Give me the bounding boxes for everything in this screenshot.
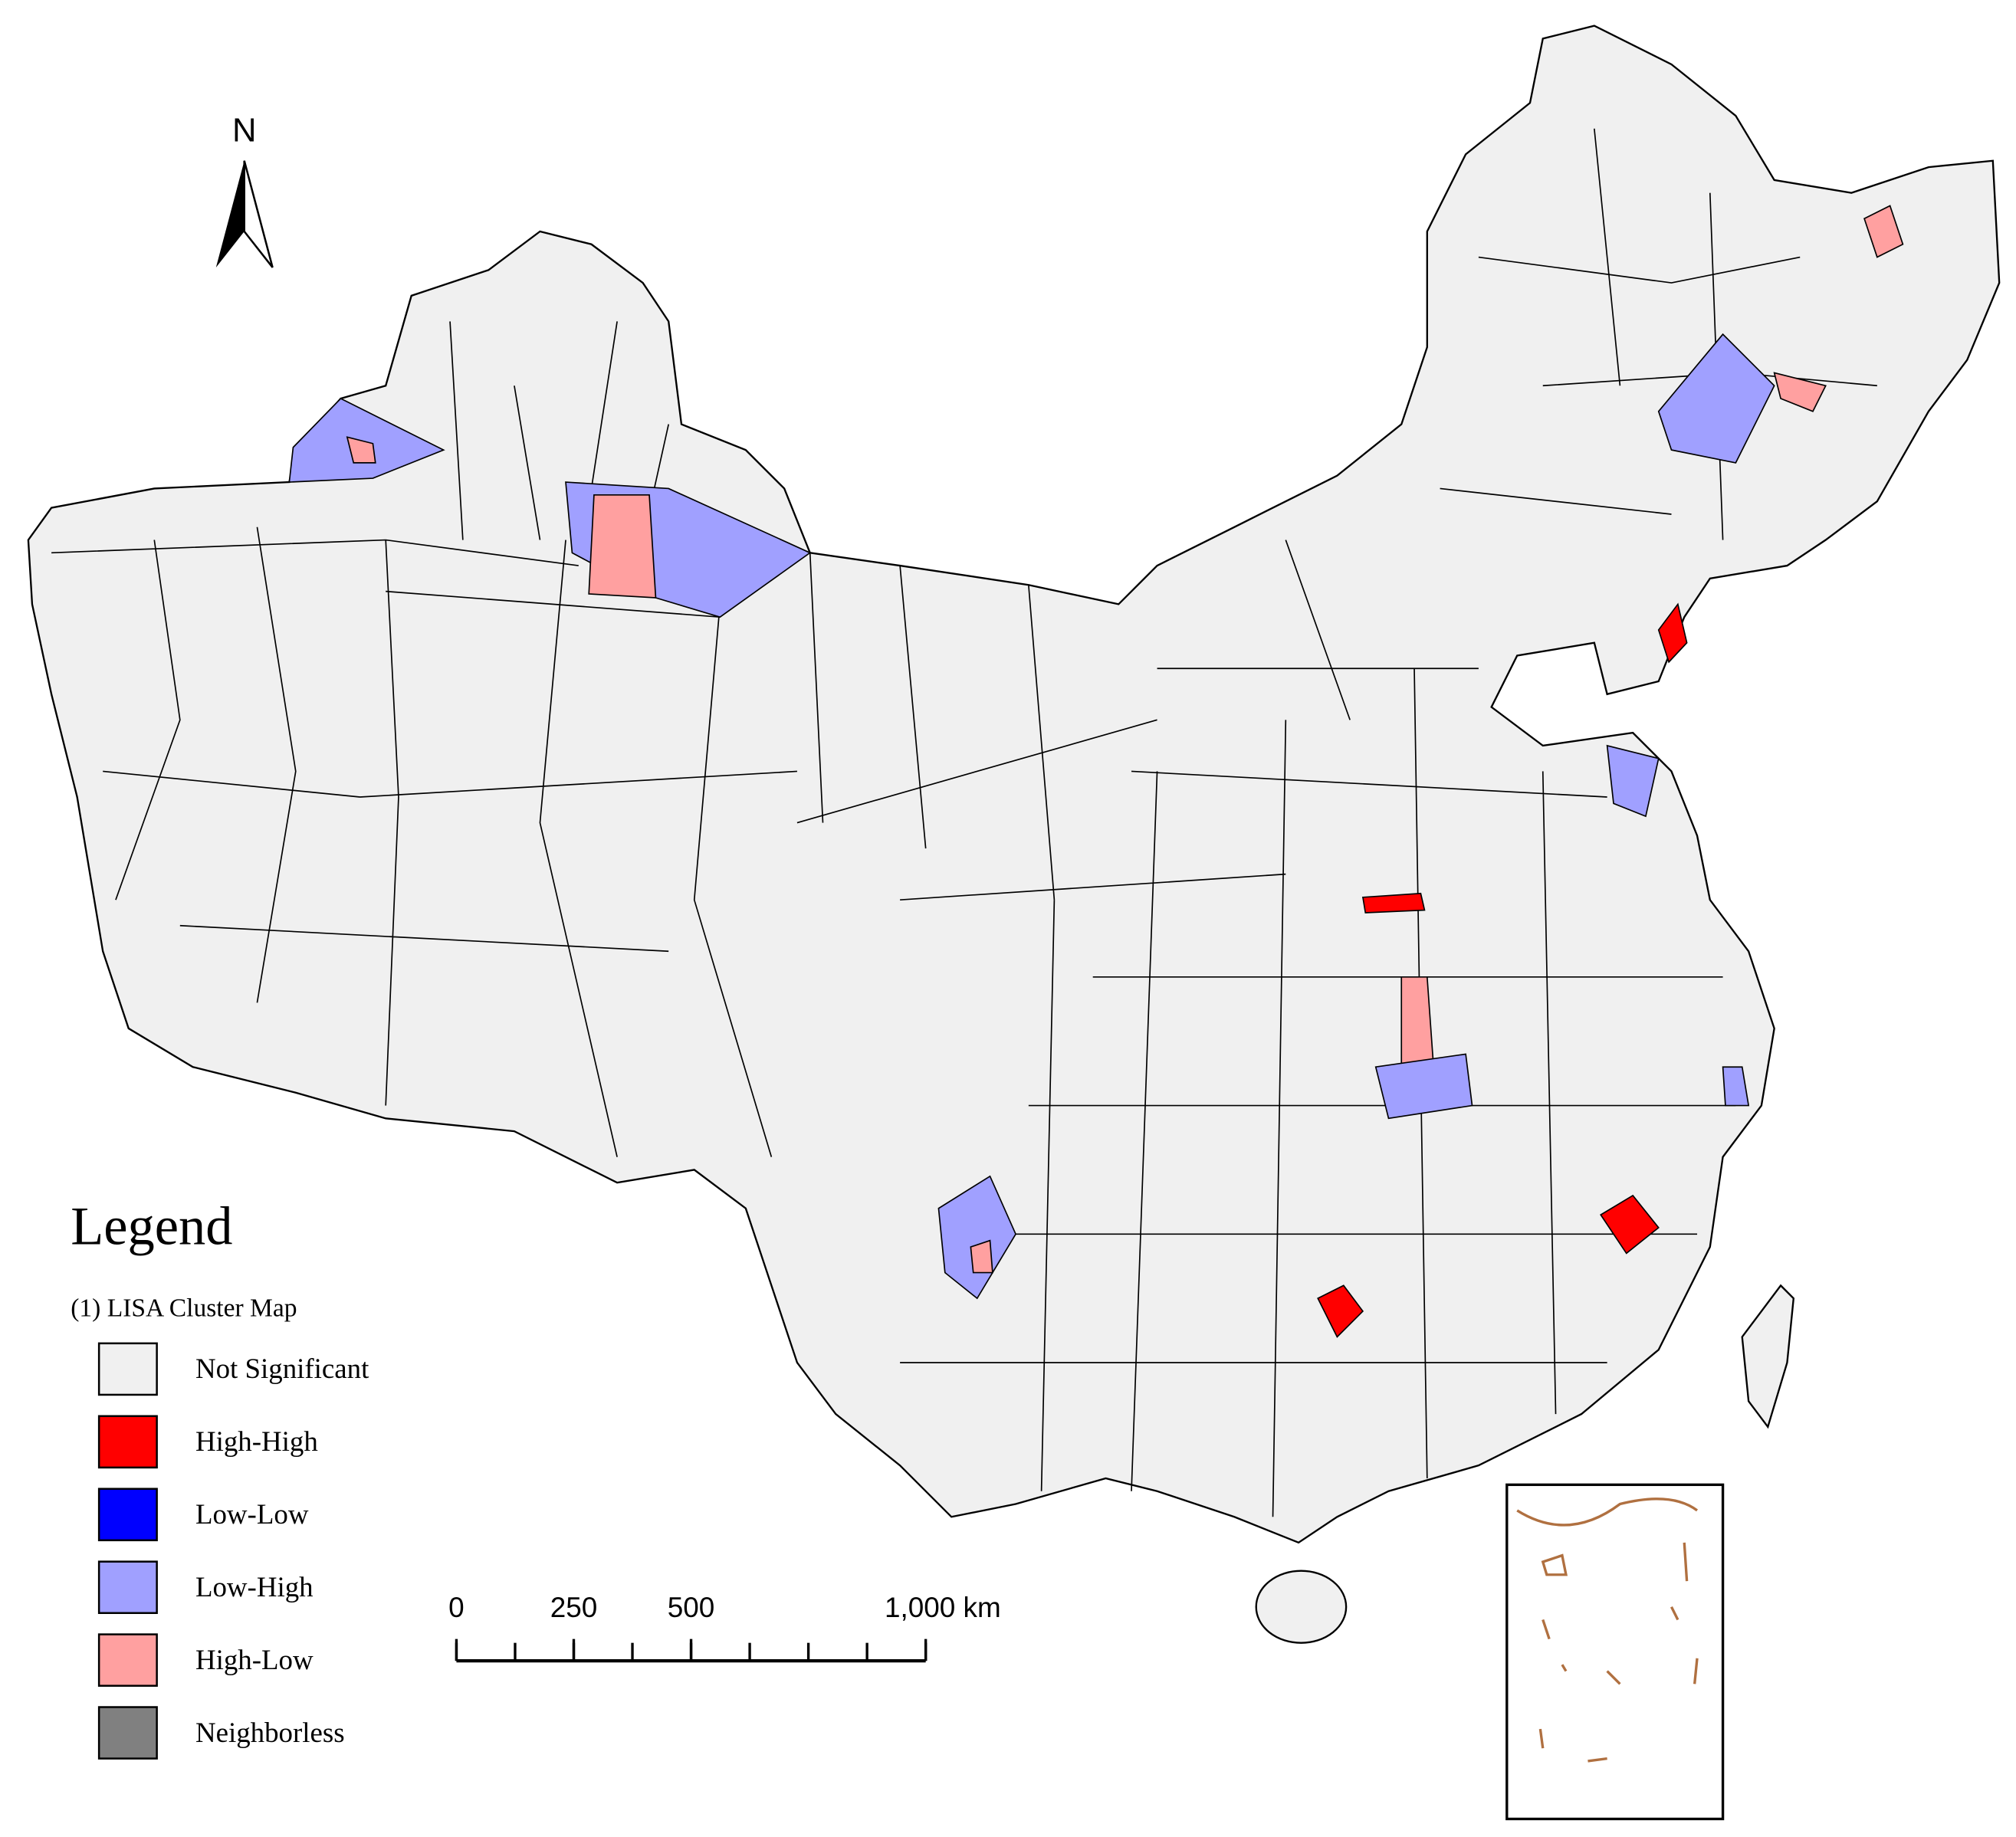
taiwan (1741, 1284, 1795, 1429)
legend-subtitle: (1) LISA Cluster Map (71, 1294, 297, 1323)
scale-label: 1,000 km (885, 1592, 1001, 1623)
cluster-region (1657, 602, 1688, 664)
cluster-region (1722, 1066, 1750, 1107)
cluster-region (937, 1175, 1017, 1300)
legend-swatch (97, 1560, 158, 1615)
inset-frame (1505, 1483, 1725, 1821)
legend-swatch (97, 1633, 158, 1687)
arrow-left (215, 160, 245, 267)
legend-swatch (97, 1342, 158, 1396)
legend-label: Neighborless (195, 1717, 345, 1748)
legend: Legend (1) LISA Cluster Map Not Signific… (71, 1197, 369, 1760)
cluster-region (1600, 1194, 1660, 1255)
north-label: N (232, 113, 256, 149)
cluster-region (1657, 333, 1775, 464)
cluster-region (288, 398, 445, 483)
arrow-right (243, 160, 274, 268)
inset (1505, 1483, 1725, 1821)
legend-label: High-Low (195, 1644, 314, 1675)
legend-swatch (97, 1488, 158, 1542)
legend-swatch (97, 1706, 158, 1760)
inset-islands (1516, 1497, 1699, 1763)
legend-title: Legend (71, 1197, 232, 1257)
cluster-region (1317, 1284, 1364, 1338)
cluster-region (1606, 744, 1660, 818)
cluster-region (1361, 892, 1426, 914)
legend-label: Low-High (195, 1571, 314, 1602)
mainland (27, 25, 2001, 1544)
legend-label: High-High (195, 1425, 318, 1457)
cluster-regions (288, 205, 1904, 1338)
scale-bar: 0 250 500 1,000 km (448, 1592, 1001, 1663)
legend-label: Low-Low (195, 1498, 309, 1530)
legend-label: Not Significant (195, 1353, 369, 1384)
legend-swatch (97, 1415, 158, 1469)
scale-label: 500 (668, 1592, 715, 1623)
hainan (1255, 1570, 1348, 1644)
cluster-region (1374, 1053, 1473, 1120)
scale-label: 250 (550, 1592, 598, 1623)
cluster-region (346, 436, 376, 464)
scale-label: 0 (448, 1592, 465, 1623)
cluster-region (588, 494, 657, 599)
cluster-region (1863, 205, 1904, 258)
cluster-region (1773, 372, 1827, 412)
country (27, 25, 2001, 1644)
north-arrow: N (215, 113, 274, 268)
cluster-region (970, 1239, 993, 1274)
